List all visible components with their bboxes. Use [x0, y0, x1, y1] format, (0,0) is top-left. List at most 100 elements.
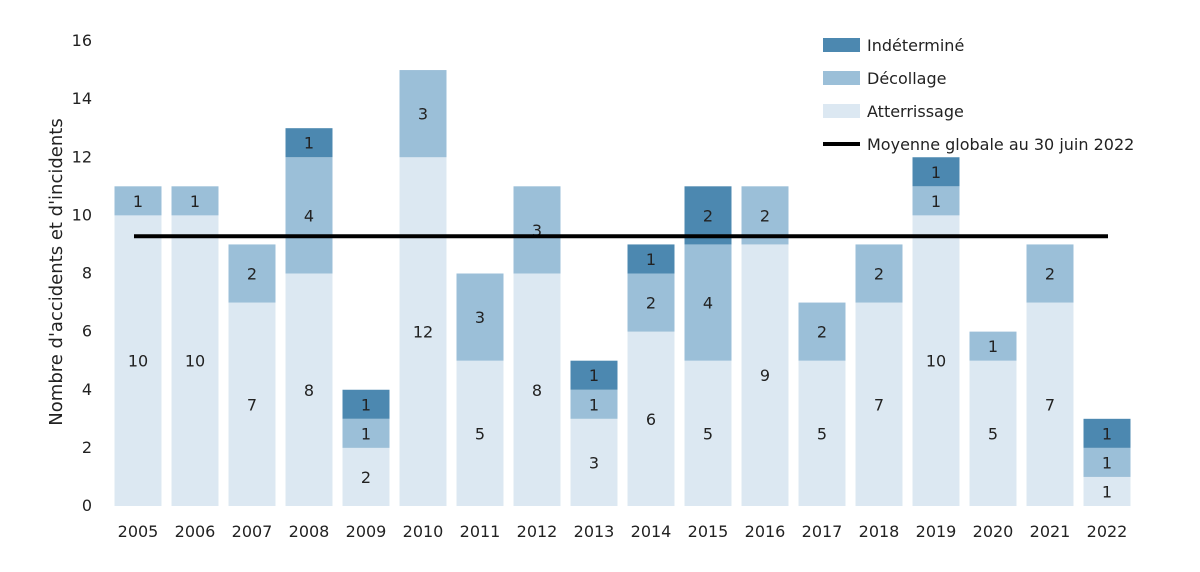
y-axis-label: Nombre d'accidents et d'incidents	[46, 118, 67, 425]
bar-segment-atterrissage	[912, 215, 960, 506]
x-tick-label: 2008	[289, 522, 330, 541]
y-tick-label: 4	[82, 380, 92, 399]
legend-swatch-atterrissage	[823, 104, 860, 118]
bar-segment-atterrissage	[855, 302, 903, 506]
bar-segment-décollage	[342, 418, 390, 448]
data-label: 10	[128, 352, 148, 371]
x-axis-ticks: 2005 2006 2007 2008 2009 2010 2011 2012 2013 2014…	[118, 522, 1128, 541]
data-label: 2	[361, 468, 371, 487]
data-label: 4	[304, 206, 314, 225]
data-label: 1	[1102, 482, 1112, 501]
data-label: 5	[988, 424, 998, 443]
data-label: 1	[988, 337, 998, 356]
data-label: 2	[874, 265, 884, 284]
y-tick-label: 14	[72, 89, 92, 108]
data-label: 7	[247, 395, 257, 414]
x-tick-label: 2006	[175, 522, 216, 541]
data-label: 4	[703, 294, 713, 313]
y-tick-label: 6	[82, 322, 92, 341]
legend-label: Atterrissage	[867, 102, 964, 121]
x-tick-label: 2016	[745, 522, 786, 541]
y-tick-label: 2	[82, 438, 92, 457]
data-label: 10	[185, 352, 205, 371]
bar-segment-décollage	[627, 273, 675, 332]
y-tick-label: 10	[72, 205, 92, 224]
bar-segment-décollage	[855, 244, 903, 303]
bar-segment-indéterminé	[285, 128, 333, 158]
bar-segment-indéterminé	[570, 360, 618, 390]
data-label: 1	[133, 192, 143, 211]
data-label: 8	[532, 381, 542, 400]
bar-segment-indéterminé	[912, 157, 960, 187]
bar-segment-atterrissage	[969, 360, 1017, 506]
x-tick-label: 2010	[403, 522, 444, 541]
data-label: 7	[1045, 395, 1055, 414]
bar-segment-atterrissage	[1026, 302, 1074, 506]
data-label: 3	[418, 105, 428, 124]
legend-swatch-décollage	[823, 71, 860, 85]
legend-label: Décollage	[867, 69, 946, 88]
data-label: 2	[703, 206, 713, 225]
x-tick-label: 2021	[1030, 522, 1071, 541]
x-tick-label: 2019	[916, 522, 957, 541]
y-tick-label: 0	[82, 496, 92, 515]
data-label: 1	[1102, 453, 1112, 472]
bar-segment-décollage	[1026, 244, 1074, 303]
bar-segment-décollage	[912, 186, 960, 216]
x-tick-label: 2015	[688, 522, 729, 541]
data-label: 2	[760, 206, 770, 225]
bar-segment-atterrissage	[456, 360, 504, 506]
data-label: 3	[475, 308, 485, 327]
bar-segment-décollage	[1083, 447, 1131, 477]
data-label: 6	[646, 410, 656, 429]
bar-segment-décollage	[513, 186, 561, 274]
bar-segment-atterrissage	[627, 331, 675, 506]
x-tick-label: 2005	[118, 522, 159, 541]
data-label: 1	[589, 395, 599, 414]
y-tick-label: 12	[72, 147, 92, 166]
data-label: 8	[304, 381, 314, 400]
x-tick-label: 2013	[574, 522, 615, 541]
bar-segment-décollage	[399, 70, 447, 158]
bar-segment-décollage	[285, 157, 333, 274]
bar-segment-décollage	[456, 273, 504, 361]
bar-segment-atterrissage	[285, 273, 333, 506]
bar-segment-atterrissage	[513, 273, 561, 506]
bars-group: 1011017284121112353833116215429252721011…	[114, 70, 1131, 506]
bar-segment-atterrissage	[570, 418, 618, 506]
x-tick-label: 2009	[346, 522, 387, 541]
bar-segment-indéterminé	[627, 244, 675, 274]
bar-segment-indéterminé	[1083, 418, 1131, 448]
x-tick-label: 2020	[973, 522, 1014, 541]
bar-segment-atterrissage	[228, 302, 276, 506]
bar-segment-atterrissage	[1083, 476, 1131, 506]
data-label: 7	[874, 395, 884, 414]
bar-segment-décollage	[684, 244, 732, 361]
data-label: 1	[931, 192, 941, 211]
bar-segment-indéterminé	[342, 389, 390, 419]
legend: Indéterminé Décollage Atterrissage Moyenne …	[823, 36, 1134, 154]
x-tick-label: 2011	[460, 522, 501, 541]
x-tick-label: 2018	[859, 522, 900, 541]
legend-label: Moyenne globale au 30 juin 2022	[867, 135, 1134, 154]
x-tick-label: 2007	[232, 522, 273, 541]
data-label: 2	[1045, 265, 1055, 284]
bar-segment-décollage	[114, 186, 162, 216]
bar-segment-décollage	[969, 331, 1017, 361]
bar-segment-décollage	[171, 186, 219, 216]
data-label: 1	[304, 134, 314, 153]
y-tick-label: 16	[72, 31, 92, 50]
y-axis-ticks: 0 2 4 6 8 10 12 14 16	[72, 31, 92, 515]
x-tick-label: 2014	[631, 522, 672, 541]
legend-label: Indéterminé	[867, 36, 964, 55]
x-tick-label: 2022	[1087, 522, 1128, 541]
bar-segment-atterrissage	[399, 157, 447, 506]
y-tick-label: 8	[82, 264, 92, 283]
data-label: 10	[926, 352, 946, 371]
data-label: 5	[703, 424, 713, 443]
data-label: 3	[589, 453, 599, 472]
legend-swatch-indéterminé	[823, 38, 860, 52]
x-tick-label: 2012	[517, 522, 558, 541]
data-label: 1	[931, 163, 941, 182]
